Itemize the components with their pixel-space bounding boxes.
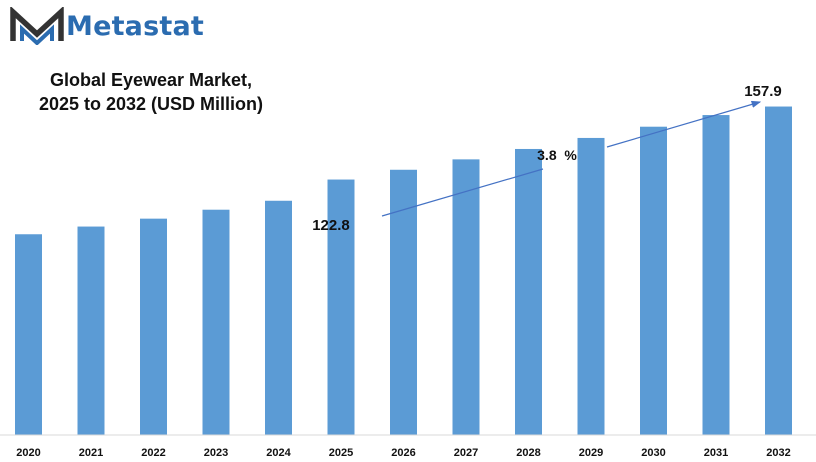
bar-2031 xyxy=(702,115,730,436)
x-tick-label-2023: 2023 xyxy=(204,447,228,459)
bar-2027 xyxy=(452,159,480,435)
bar-2026 xyxy=(390,169,417,435)
metastat-logo-icon xyxy=(10,7,64,45)
x-tick-label-2021: 2021 xyxy=(79,447,103,459)
end-value-label: 157.9 xyxy=(744,83,782,100)
bar-2023 xyxy=(202,209,230,435)
bar-2030 xyxy=(640,126,667,436)
bar-2029 xyxy=(577,137,605,435)
x-tick-label-2028: 2028 xyxy=(516,447,540,459)
x-tick-label-2025: 2025 xyxy=(329,447,353,459)
brand-logo: Metastat xyxy=(10,6,204,46)
x-tick-label-2030: 2030 xyxy=(641,447,665,459)
x-tick-label-2022: 2022 xyxy=(141,447,165,459)
x-tick-label-2020: 2020 xyxy=(16,447,40,459)
x-tick-label-2032: 2032 xyxy=(766,447,790,459)
chart-title-line2: 2025 to 2032 (USD Million) xyxy=(38,94,264,114)
chart-title-line1: Global Eyewear Market, xyxy=(49,70,253,90)
x-tick-label-2031: 2031 xyxy=(704,447,728,459)
brand-name: Metastat xyxy=(66,10,205,42)
cagr-label: 3.8 % xyxy=(537,147,577,163)
start-value-label: 122.8 xyxy=(312,217,350,234)
x-tick-label-2029: 2029 xyxy=(579,447,603,459)
x-tick-label-2027: 2027 xyxy=(454,447,478,459)
bar-2022 xyxy=(140,218,167,435)
bar-2020 xyxy=(15,234,42,435)
bar-2024 xyxy=(265,200,292,435)
bar-2032 xyxy=(765,106,792,435)
bar-2021 xyxy=(77,226,105,435)
trend-arrow-right xyxy=(606,100,762,148)
x-tick-label-2026: 2026 xyxy=(391,447,415,459)
bar-2028 xyxy=(515,148,542,435)
chart-title: Global Eyewear Market, 2025 to 2032 (USD… xyxy=(10,68,292,116)
bar-2025 xyxy=(327,179,355,435)
x-tick-label-2024: 2024 xyxy=(266,447,291,459)
trend-arrow-left xyxy=(381,168,544,217)
